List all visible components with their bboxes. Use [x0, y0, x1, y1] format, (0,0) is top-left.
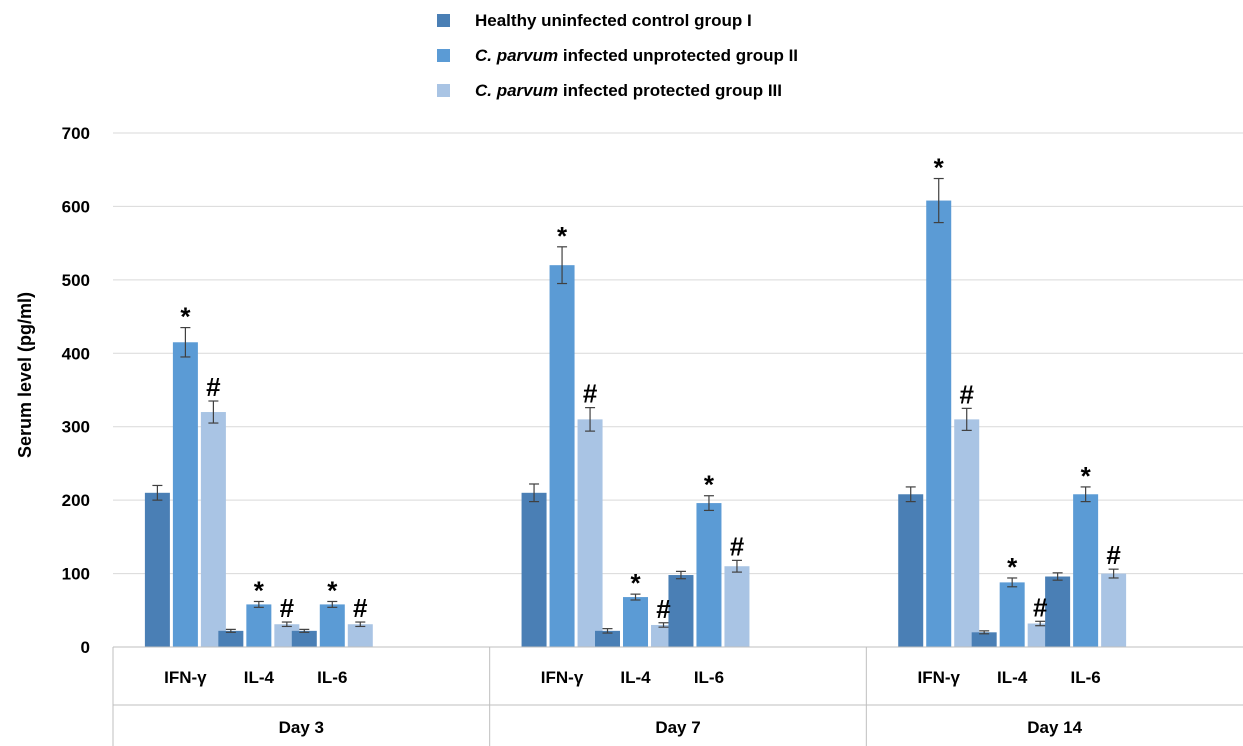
significance-marker: * [704, 470, 715, 500]
significance-marker: * [557, 221, 568, 251]
significance-marker: * [630, 568, 641, 598]
bar [668, 575, 694, 647]
significance-marker: # [730, 531, 745, 561]
category-label: IL-6 [1071, 668, 1101, 687]
bar [1045, 576, 1071, 647]
bar [926, 200, 952, 647]
category-label: IFN-γ [541, 668, 584, 687]
bar [218, 630, 244, 647]
category-label: IL-4 [997, 668, 1028, 687]
legend-italic: C. parvum [475, 81, 558, 100]
legend-entry: C. parvum infected protected group III [475, 81, 782, 100]
legend-swatch [437, 49, 450, 62]
legend-swatch [437, 84, 450, 97]
category-label: IL-6 [694, 668, 724, 687]
legend: Healthy uninfected control group I C. par… [437, 11, 798, 100]
gridlines [113, 132, 1243, 575]
legend-text: Healthy uninfected control group I [475, 11, 752, 30]
bar [521, 492, 547, 647]
group-label: Day 7 [655, 718, 700, 737]
error-bars [152, 177, 1119, 635]
y-axis-label: Serum level (pg/ml) [15, 292, 35, 458]
legend-text: infected unprotected group II [558, 46, 798, 65]
bar [291, 630, 317, 647]
category-label: IL-4 [620, 668, 651, 687]
group-label: Day 3 [279, 718, 324, 737]
x-axis: Day 3 IFN-γ IL-4 IL-6 Day 7 IFN-γ IL-4 IL-6 Day … [112, 646, 1243, 746]
group-label: Day 14 [1027, 718, 1082, 737]
bar [696, 503, 722, 647]
bar [971, 632, 997, 647]
bar [954, 419, 980, 647]
y-tick-label: 200 [62, 491, 90, 510]
significance-marker: * [1007, 552, 1018, 582]
significance-marker: # [656, 594, 671, 624]
significance-markers: * # * # * # * # * # * # * # * # * # [180, 153, 1121, 624]
category-label: IL-6 [317, 668, 347, 687]
legend-text: infected protected group III [558, 81, 782, 100]
bar [549, 265, 575, 647]
bar [724, 566, 750, 647]
bar [623, 597, 649, 647]
significance-marker: * [180, 302, 191, 332]
bar [1101, 573, 1127, 647]
significance-marker: * [1081, 461, 1092, 491]
bar [144, 492, 170, 647]
significance-marker: * [934, 153, 945, 183]
y-tick-label: 600 [62, 197, 90, 216]
y-tick-label: 400 [62, 344, 90, 363]
legend-entry: C. parvum infected unprotected group II [475, 46, 798, 65]
bar [172, 342, 198, 647]
y-tick-label: 500 [62, 271, 90, 290]
y-tick-label: 300 [62, 418, 90, 437]
bar [999, 582, 1025, 647]
y-axis-ticks: 0 100 200 300 400 500 600 700 [62, 124, 90, 657]
bars [144, 200, 1127, 647]
bar [246, 604, 272, 647]
category-label: IL-4 [244, 668, 275, 687]
bar [898, 494, 924, 647]
legend-italic: C. parvum [475, 46, 558, 65]
significance-marker: # [353, 593, 368, 623]
y-tick-label: 700 [62, 124, 90, 143]
significance-marker: * [254, 575, 265, 605]
bar [347, 624, 373, 647]
y-tick-label: 0 [81, 638, 90, 657]
bar [319, 604, 345, 647]
legend-swatch [437, 14, 450, 27]
significance-marker: # [959, 379, 974, 409]
significance-marker: * [327, 575, 338, 605]
bar [200, 412, 226, 647]
category-label: IFN-γ [164, 668, 207, 687]
significance-marker: # [1033, 592, 1048, 622]
significance-marker: # [1106, 540, 1121, 570]
y-tick-label: 100 [62, 565, 90, 584]
significance-marker: # [583, 379, 598, 409]
bar [1073, 494, 1099, 647]
significance-marker: # [206, 372, 221, 402]
legend-entry: Healthy uninfected control group I [475, 11, 752, 30]
significance-marker: # [280, 593, 295, 623]
bar [595, 630, 621, 647]
bar [577, 419, 603, 647]
category-label: IFN-γ [917, 668, 960, 687]
